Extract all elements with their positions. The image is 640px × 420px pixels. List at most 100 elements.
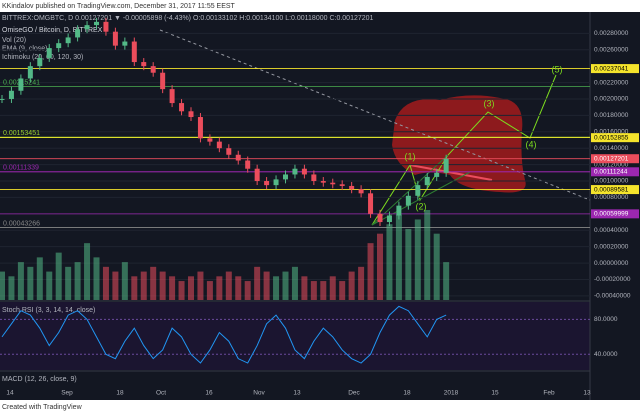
x-tick-label: 13 xyxy=(583,390,591,397)
candle xyxy=(301,168,307,175)
candle xyxy=(226,148,232,155)
wave-label: (3) xyxy=(484,98,495,108)
level-tag xyxy=(591,133,639,143)
candle xyxy=(122,41,128,46)
trend-line xyxy=(409,164,493,181)
volume-bar xyxy=(188,276,194,300)
x-tick-label: 13 xyxy=(293,390,301,397)
candle xyxy=(197,117,203,139)
y-tick-label: -0.00040000 xyxy=(594,293,631,300)
x-tick-label: 14 xyxy=(6,390,14,397)
candle xyxy=(56,43,62,49)
volume-bar xyxy=(244,281,251,300)
candle xyxy=(0,98,5,100)
y-tick-label: 0.00260000 xyxy=(594,46,629,53)
level-tag xyxy=(591,154,639,164)
candle xyxy=(273,179,279,186)
volume-bar xyxy=(178,281,185,300)
level-tag-label: 0.00059999 xyxy=(594,211,629,218)
candle xyxy=(37,57,43,67)
candle xyxy=(216,141,222,149)
volume-bar xyxy=(93,257,100,300)
volume-bar xyxy=(339,281,346,300)
candle xyxy=(65,37,71,44)
volume-bar xyxy=(254,266,261,300)
indicator-label: EMA (9, close) xyxy=(2,45,48,52)
level-tag xyxy=(591,209,639,219)
level-tag-label: 0.00127201 xyxy=(594,155,629,162)
chart-title: OmiseGO / Bitcoin, D, BITTREX xyxy=(2,27,103,34)
volume-bar xyxy=(169,276,176,300)
candle xyxy=(8,90,14,99)
volume-bar xyxy=(443,262,450,300)
volume-bar xyxy=(367,243,374,300)
volume-bar xyxy=(310,281,317,300)
y-tick-label: 0.00120000 xyxy=(594,161,629,168)
volume-bar xyxy=(55,252,62,300)
volume-bar xyxy=(405,228,412,300)
y-tick-label: 0.00160000 xyxy=(594,129,629,136)
candle xyxy=(292,168,298,175)
y-tick-label: 0.00080000 xyxy=(594,194,629,201)
indicator-label: Ichimoku (20, 60, 120, 30) xyxy=(2,54,83,61)
volume-bar xyxy=(197,271,204,300)
volume-bar xyxy=(358,266,365,300)
volume-bar xyxy=(159,271,166,300)
volume-bar xyxy=(102,266,109,300)
y-tick-label: 0.00200000 xyxy=(594,96,629,103)
candle xyxy=(330,182,336,185)
candle xyxy=(18,78,24,91)
volume-bar xyxy=(235,276,242,300)
volume-bar xyxy=(320,281,327,300)
volume-bar xyxy=(0,271,5,300)
volume-bar xyxy=(433,233,440,300)
candle xyxy=(424,176,430,186)
volume-bar xyxy=(424,210,431,300)
level-label: 0.00111339 xyxy=(3,165,39,172)
candle xyxy=(405,195,411,206)
stoch-pane xyxy=(0,302,590,370)
level-tag-label: 0.00089581 xyxy=(594,186,629,193)
candle xyxy=(368,193,374,214)
candle xyxy=(179,103,185,112)
level-tag xyxy=(591,167,639,177)
x-tick-label: 18 xyxy=(116,390,124,397)
symbol-line: BITTREX:OMGBTC, D 0.00127201 ▼ -0.000058… xyxy=(2,15,374,22)
candle xyxy=(386,215,392,223)
level-tag xyxy=(591,64,639,74)
y-tick-label: 0.00220000 xyxy=(594,79,629,86)
volume-bar xyxy=(140,271,147,300)
candle xyxy=(339,184,345,186)
candle xyxy=(264,181,270,186)
candle xyxy=(320,181,326,183)
volume-bar xyxy=(46,271,53,300)
volume-bar xyxy=(282,271,289,300)
x-tick-label: Dec xyxy=(348,390,360,397)
level-label: 0.00043266 xyxy=(3,220,40,227)
candle xyxy=(150,66,156,73)
candle xyxy=(188,111,194,118)
y-tick-label: 0.00180000 xyxy=(594,112,629,119)
candle xyxy=(141,62,147,67)
candle xyxy=(377,213,383,223)
volume-bar xyxy=(74,262,81,300)
x-tick-label: Nov xyxy=(253,390,265,397)
candle xyxy=(46,48,52,58)
volume-bar xyxy=(17,262,24,300)
wave-label: (4) xyxy=(526,139,537,149)
candle xyxy=(349,185,355,190)
volume-bar xyxy=(273,276,280,300)
volume-bar xyxy=(386,224,393,300)
level-label: 0.00153451 xyxy=(3,130,40,137)
volume-bar xyxy=(150,266,157,300)
volume-bar xyxy=(348,271,355,300)
y-tick-label: 0.00100000 xyxy=(594,178,629,185)
volume-bar xyxy=(225,271,232,300)
candle xyxy=(27,66,33,79)
volume-bar xyxy=(263,271,270,300)
candle xyxy=(254,168,260,182)
volume-bar xyxy=(65,266,72,300)
y-tick-label: 0.00000000 xyxy=(594,260,629,267)
y-tick-label: 0.00280000 xyxy=(594,30,629,37)
author: KKindalov published on TradingView.com, … xyxy=(2,3,236,10)
